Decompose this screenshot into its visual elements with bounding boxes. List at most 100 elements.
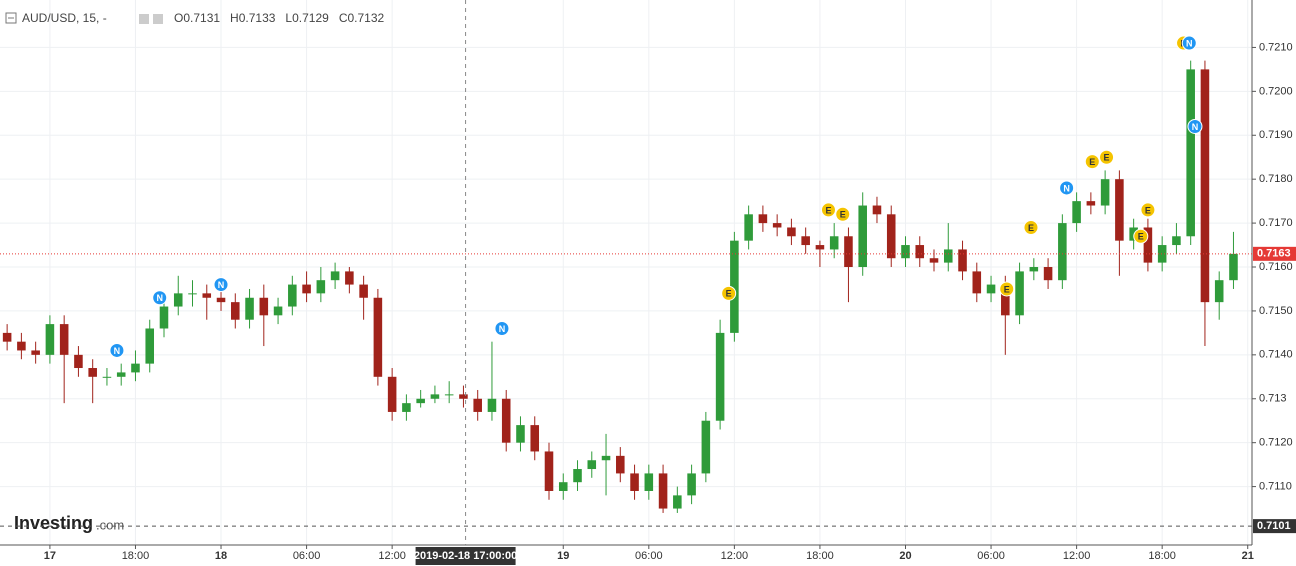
candle-body: [858, 205, 867, 268]
candle-body: [829, 236, 839, 250]
candle-body: [330, 271, 340, 281]
candle-body: [216, 297, 226, 303]
candle-body: [102, 376, 112, 378]
x-tick-label: 18:00: [806, 550, 834, 562]
candle-body: [573, 469, 582, 483]
candle-body: [687, 473, 696, 496]
ohlc-value: 0.7133: [239, 11, 276, 25]
ohlc-value: 0.7131: [183, 11, 220, 25]
candle-body: [1115, 179, 1124, 241]
event-label: E: [825, 205, 831, 215]
candle-body: [673, 495, 682, 509]
candle-body: [359, 284, 368, 298]
candle-body: [131, 363, 140, 373]
event-marker: [213, 277, 229, 293]
candle-body: [1015, 271, 1024, 316]
settings-icon[interactable]: [139, 14, 149, 24]
x-tick-label: 19: [557, 550, 569, 562]
ohlc-label: C: [339, 11, 348, 25]
candle-body: [958, 249, 967, 272]
ohlc-header: O 0.7131 H 0.7133 L 0.7129 C 0.7132: [174, 11, 385, 25]
event-label: E: [1089, 157, 1095, 167]
event-marker: [835, 206, 851, 222]
hide-icon[interactable]: [153, 14, 163, 24]
candle-body: [1029, 267, 1039, 272]
candle-body: [416, 398, 425, 404]
candle-body: [31, 350, 40, 355]
event-label: N: [1192, 122, 1199, 132]
candle-body: [245, 297, 254, 320]
x-tick-label: 20: [899, 550, 911, 562]
candle-body: [159, 306, 169, 329]
candle-body: [402, 403, 411, 412]
candle-body: [501, 398, 511, 443]
x-tick-label: 18:00: [1148, 550, 1176, 562]
candle-body: [116, 372, 126, 377]
event-marker: [1023, 219, 1039, 235]
y-tick-label: 0.7110: [1259, 480, 1292, 492]
candle-body: [74, 354, 83, 369]
ohlc-label: L: [285, 11, 292, 25]
candle-body: [815, 245, 825, 250]
x-tick-label: 17: [44, 550, 56, 562]
candle-body: [801, 236, 810, 246]
candle-body: [901, 245, 910, 259]
candle-body: [444, 394, 454, 396]
last-price-box: [1253, 246, 1296, 261]
x-tick-label: 12:00: [721, 550, 749, 562]
crosshair-x-label: 2019-02-18 17:00:00: [414, 550, 517, 562]
candle-body: [145, 328, 155, 364]
y-tick-label: 0.713: [1259, 393, 1287, 405]
candle-body: [1058, 223, 1067, 281]
candle-body: [844, 236, 853, 268]
candle-body: [1186, 69, 1195, 237]
candle-body: [558, 482, 568, 491]
event-marker: [1059, 180, 1075, 196]
candle-body: [345, 271, 354, 285]
y-tick-label: 0.7180: [1259, 173, 1293, 185]
candle-body: [1229, 253, 1238, 281]
event-marker: [1099, 149, 1115, 165]
crosshair-y-label: 0.7101: [1257, 520, 1291, 532]
candle-body: [886, 214, 896, 259]
event-marker: [1181, 35, 1197, 51]
event-label: E: [1145, 205, 1151, 215]
candle-body: [1143, 227, 1153, 263]
event-label: E: [726, 289, 732, 299]
candle-body: [1100, 179, 1110, 206]
candle-body: [530, 425, 540, 452]
candle-body: [316, 280, 326, 294]
event-marker: [820, 202, 836, 218]
candle-body: [59, 324, 69, 355]
event-marker: [999, 281, 1015, 297]
candle-body: [302, 284, 311, 294]
ohlc-label: O: [174, 11, 183, 25]
candle-body: [787, 227, 796, 237]
event-marker: [152, 290, 168, 306]
candle-body: [715, 332, 725, 421]
candle-body: [644, 473, 654, 491]
plot: [2, 60, 1238, 513]
event-label: E: [1004, 284, 1010, 294]
candle-body: [430, 394, 440, 399]
candle-body: [872, 205, 882, 215]
collapse-icon[interactable]: [5, 12, 17, 24]
event-marker: [1133, 228, 1149, 244]
candle-body: [188, 293, 197, 295]
event-label: E: [1138, 232, 1144, 242]
candle-body: [373, 297, 383, 377]
candle-body: [1172, 236, 1181, 246]
x-tick-label: 18: [215, 550, 227, 562]
candle-body: [758, 214, 768, 224]
event-label: E: [840, 210, 846, 220]
candle-body: [772, 223, 782, 228]
ohlc-value: 0.7129: [292, 11, 329, 25]
candle-body: [17, 341, 26, 351]
y-tick-label: 0.7120: [1259, 437, 1293, 449]
y-tick-label: 0.7190: [1259, 129, 1293, 141]
candle-body: [929, 258, 939, 263]
event-marker: [1140, 202, 1156, 218]
event-marker: [494, 320, 510, 336]
y-tick-label: 0.7160: [1259, 261, 1293, 273]
x-tick-label: 21: [1242, 550, 1254, 562]
